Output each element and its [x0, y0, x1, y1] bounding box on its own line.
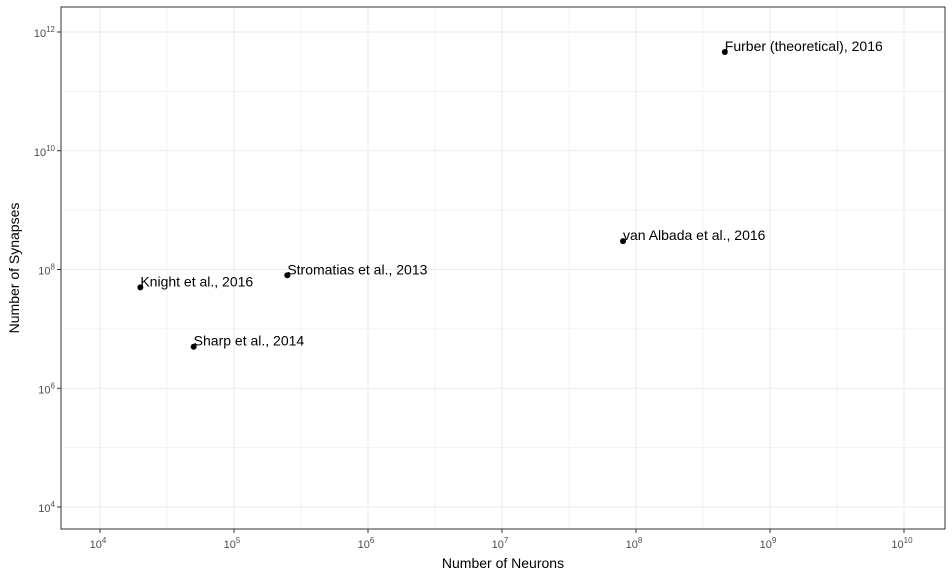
x-tick-label: 107 — [492, 536, 509, 551]
x-tick-label: 106 — [358, 536, 375, 551]
y-axis-ticks: 104 106 108 1010 1012 — [34, 25, 61, 515]
data-point-label: Furber (theoretical), 2016 — [725, 38, 883, 54]
data-point-label: van Albada et al., 2016 — [623, 227, 766, 243]
data-point-label: Knight et al., 2016 — [140, 273, 253, 289]
y-tick-label: 104 — [38, 500, 55, 515]
y-tick-label: 1010 — [34, 144, 56, 159]
plot-panel-border — [60, 6, 946, 530]
data-point-label: Sharp et al., 2014 — [194, 333, 305, 349]
data-point — [190, 343, 197, 350]
data-point — [721, 49, 728, 56]
data-point — [137, 284, 144, 291]
data-point — [620, 238, 627, 245]
y-axis-title: Number of Synapses — [6, 203, 22, 334]
x-tick-label: 1010 — [891, 536, 913, 551]
data-point — [284, 272, 291, 279]
data-point-labels: Furber (theoretical), 2016 van Albada et … — [140, 38, 883, 349]
y-tick-label: 1012 — [34, 25, 56, 40]
x-axis-title: Number of Neurons — [442, 555, 564, 571]
y-tick-label: 108 — [38, 263, 55, 278]
x-tick-label: 105 — [224, 536, 241, 551]
minor-gridlines — [61, 7, 945, 529]
x-tick-label: 104 — [90, 536, 107, 551]
data-point-label: Stromatias et al., 2013 — [287, 261, 427, 277]
major-gridlines — [61, 7, 945, 529]
x-axis-ticks: 104 105 106 107 108 109 1010 — [90, 529, 913, 551]
x-tick-label: 109 — [760, 536, 777, 551]
data-points — [137, 49, 728, 350]
y-tick-label: 106 — [38, 381, 55, 396]
x-tick-label: 108 — [626, 536, 643, 551]
